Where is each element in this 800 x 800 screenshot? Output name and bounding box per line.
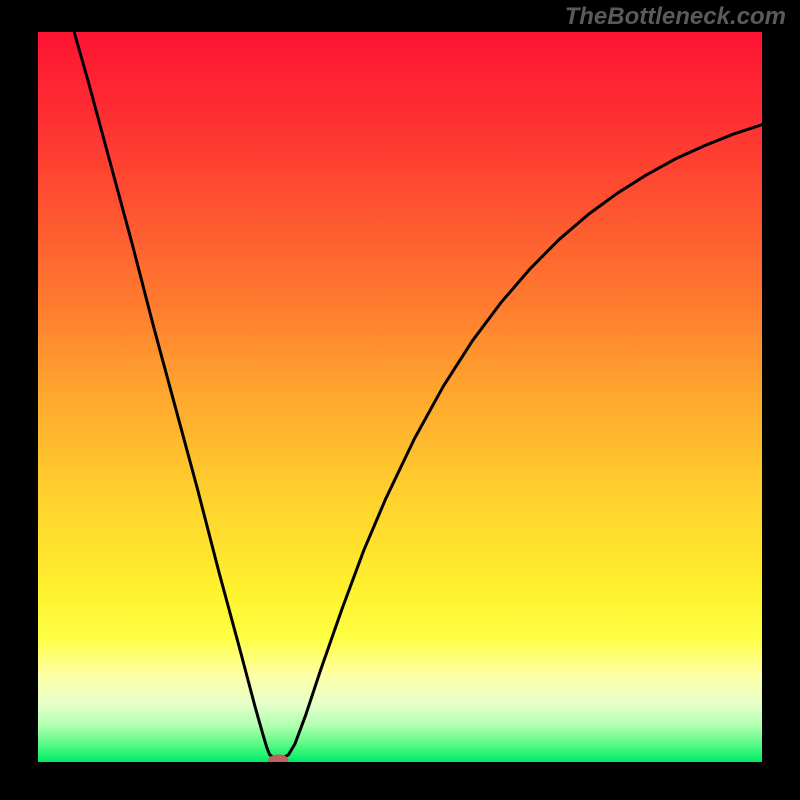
watermark-text: TheBottleneck.com xyxy=(565,3,786,31)
gradient-background xyxy=(38,32,762,762)
chart-svg xyxy=(38,32,762,762)
bottleneck-chart xyxy=(38,32,762,762)
figure-root: TheBottleneck.com xyxy=(0,0,800,800)
